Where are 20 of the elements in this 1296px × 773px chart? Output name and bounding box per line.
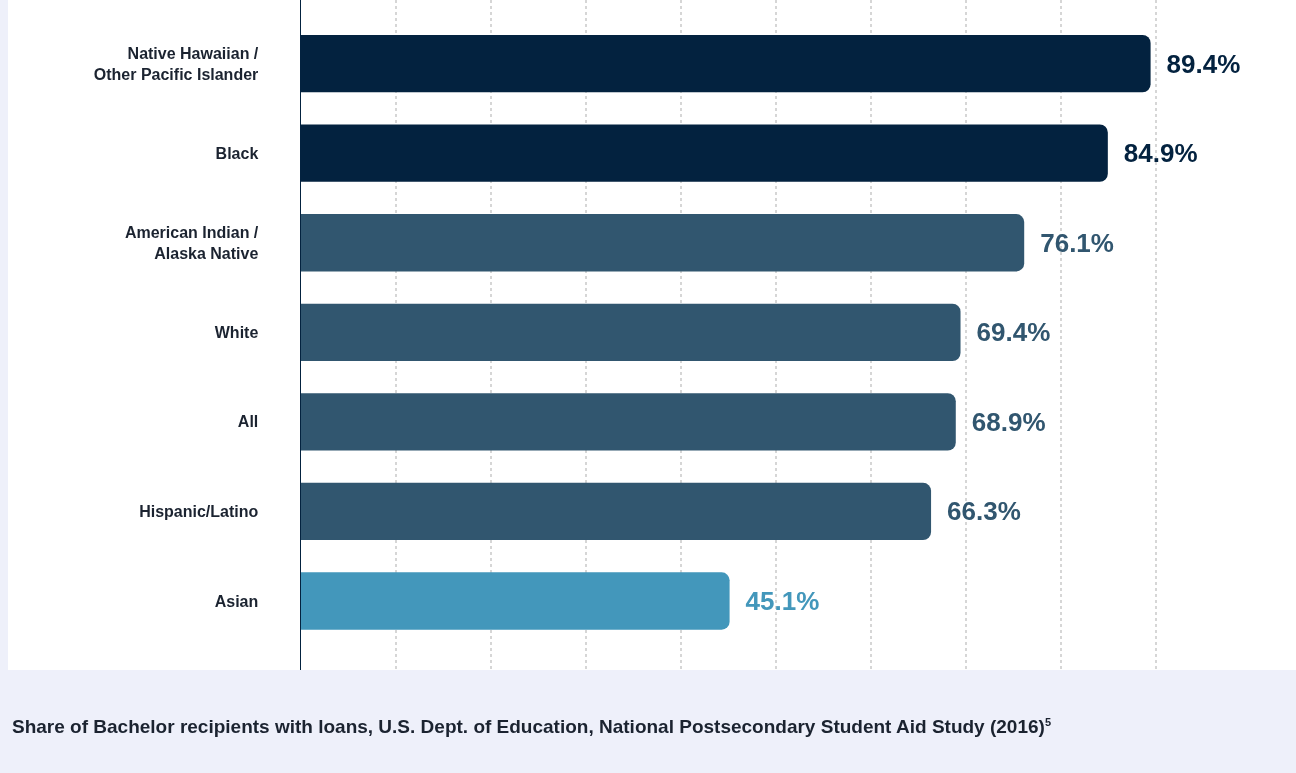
data-label: 69.4% — [963, 317, 1051, 348]
y-tick-label: Asian — [214, 592, 259, 610]
data-label: 68.9% — [958, 406, 1046, 437]
text: Share of Bachelor recipients with loans, U.S. Dept. of Education, National Postsecondary Student Aid Study (2016)$^{5}$ — [12, 716, 1051, 739]
data-label: 45.1% — [732, 586, 820, 617]
y-tick-label: Native Hawaiian / Other Pacific Islander — [93, 44, 259, 83]
bar — [301, 303, 961, 361]
y-tick-label: All — [237, 413, 259, 431]
data-label: 89.4% — [1153, 48, 1241, 79]
data-label: 84.9% — [1110, 138, 1198, 169]
y-tick-label: White — [214, 323, 259, 341]
y-tick-label: Black — [215, 144, 259, 162]
data-label: 66.3% — [934, 496, 1021, 527]
y-tick-label: Hispanic/Latino — [139, 503, 259, 521]
bar — [301, 393, 956, 451]
data-label: 76.1% — [1027, 227, 1114, 258]
bar — [301, 482, 932, 541]
bar — [301, 572, 730, 630]
y-tick-label: American Indian / Alaska Native — [124, 223, 259, 262]
bar — [301, 214, 1025, 272]
